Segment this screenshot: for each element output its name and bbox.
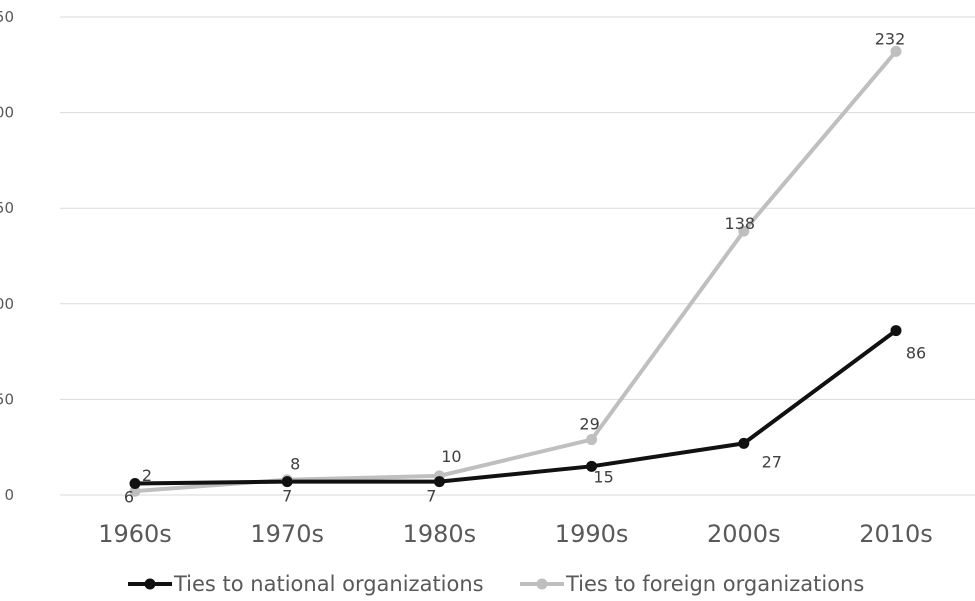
data-label-foreign: 138: [725, 214, 756, 233]
data-label-national: 27: [762, 452, 782, 471]
data-point-national: [434, 476, 445, 487]
y-tick-label: 150: [0, 199, 14, 217]
data-label-national: 7: [426, 487, 436, 506]
series-points: [130, 46, 902, 497]
data-label-national: 86: [906, 344, 926, 363]
data-point-national: [891, 325, 902, 336]
y-tick-label: 200: [0, 104, 14, 122]
y-tick-label: 0: [4, 486, 14, 504]
gridlines: [60, 17, 975, 495]
data-label-foreign: 2: [142, 466, 152, 485]
x-tick-label: 2010s: [859, 520, 933, 548]
x-tick-label: 1990s: [555, 520, 629, 548]
x-tick-label: 1970s: [250, 520, 324, 548]
legend-swatch-marker-foreign: [537, 579, 548, 590]
data-labels: 6 7 7 15 27 86 2 8 10 29 138 232: [124, 29, 926, 506]
data-label-national: 7: [282, 487, 292, 506]
x-tick-label: 2000s: [707, 520, 781, 548]
x-tick-label: 1960s: [98, 520, 172, 548]
legend: Ties to national organizations Ties to fo…: [128, 572, 864, 596]
y-axis-tick-labels: 0 50 100 150 200 250: [0, 8, 14, 504]
data-label-foreign: 232: [875, 29, 906, 48]
data-point-national: [738, 438, 749, 449]
x-axis-tick-labels: 1960s 1970s 1980s 1990s 2000s 2010s: [98, 520, 933, 548]
y-tick-label: 250: [0, 8, 14, 26]
legend-swatch-marker-national: [145, 579, 156, 590]
data-label-national: 6: [124, 488, 134, 507]
data-point-foreign: [586, 434, 597, 445]
y-tick-label: 50: [0, 390, 14, 408]
x-tick-label: 1980s: [403, 520, 477, 548]
data-label-foreign: 8: [290, 455, 300, 474]
data-point-national: [282, 476, 293, 487]
legend-label-national: Ties to national organizations: [173, 572, 484, 596]
legend-label-foreign: Ties to foreign organizations: [565, 572, 864, 596]
data-label-foreign: 29: [579, 415, 599, 434]
y-tick-label: 100: [0, 295, 14, 313]
series-line-foreign: [135, 51, 896, 491]
series-lines: [135, 51, 896, 491]
data-label-foreign: 10: [441, 447, 461, 466]
data-label-national: 15: [593, 467, 613, 486]
